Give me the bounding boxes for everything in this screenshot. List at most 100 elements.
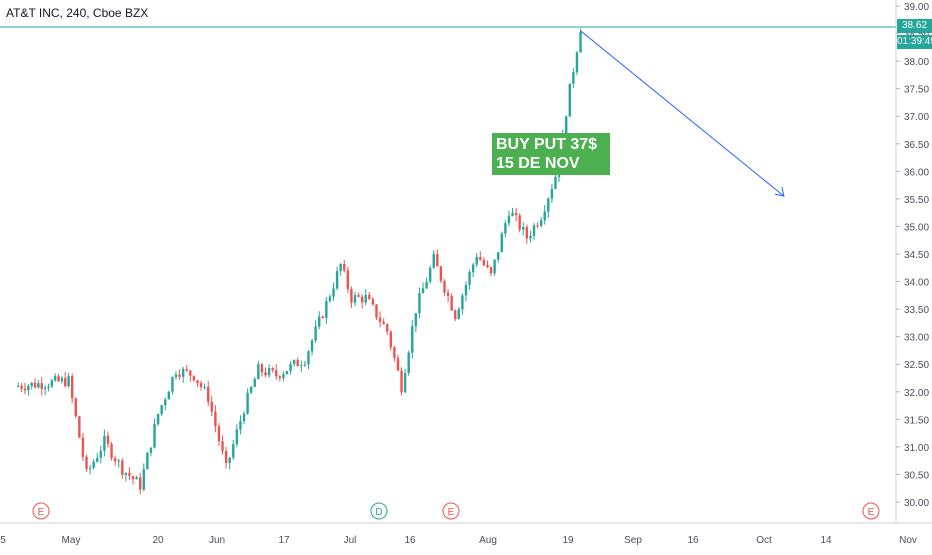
y-tick-label: 33.00: [904, 333, 929, 344]
candle-body: [164, 399, 167, 406]
candle-body: [210, 401, 213, 412]
candle-body: [124, 472, 128, 475]
candle-body: [497, 252, 500, 260]
trade-annotation[interactable]: BUY PUT 37$ 15 DE NOV: [492, 133, 610, 175]
y-tick-label: 34.50: [904, 250, 929, 261]
candle-body: [461, 295, 464, 310]
candle-body: [224, 451, 228, 463]
candle-body: [428, 267, 432, 282]
y-tick-label: 36.00: [904, 167, 929, 178]
y-tick-label: 33.50: [904, 305, 929, 316]
candle-body: [575, 52, 579, 73]
event-marker: [862, 502, 880, 520]
candle-body: [335, 271, 339, 289]
candle-body: [50, 380, 54, 387]
y-tick-label: 32.00: [904, 388, 929, 399]
y-tick-label: 32.50: [904, 360, 929, 371]
candle-body: [214, 411, 217, 427]
candle-body: [511, 212, 514, 216]
candle-body: [310, 340, 314, 352]
x-tick-label: 19: [562, 535, 574, 546]
trend-arrow-head: [774, 187, 785, 197]
candle-body: [74, 398, 77, 417]
candle-body: [353, 295, 357, 303]
candle-body: [196, 380, 199, 384]
candle-body: [160, 405, 163, 414]
candle-body: [425, 281, 428, 289]
candle-body: [328, 296, 332, 301]
candle-body: [393, 347, 396, 358]
candle-body: [221, 441, 224, 452]
candle-body: [532, 225, 536, 236]
candle-body: [292, 360, 296, 365]
y-tick-label: 38.00: [904, 57, 929, 68]
candle-body: [386, 324, 389, 332]
candle-body: [189, 370, 192, 376]
candle-body: [339, 263, 342, 272]
candle-body: [246, 392, 249, 414]
candle-body: [275, 370, 278, 377]
candle-body: [113, 458, 117, 462]
candle-body: [135, 477, 138, 480]
y-tick-label: 37.50: [904, 85, 929, 96]
x-tick-label: 16: [687, 535, 699, 546]
candle-body: [96, 457, 99, 462]
candle-body: [554, 176, 557, 189]
candle-body: [81, 437, 85, 457]
price-axis-bg: [896, 0, 932, 550]
candle-body: [482, 259, 486, 266]
candle-body: [514, 212, 518, 216]
y-tick-label: 31.50: [904, 415, 929, 426]
event-marker-label: E: [448, 507, 455, 518]
candle-body: [232, 444, 235, 458]
y-tick-label: 35.50: [904, 195, 929, 206]
candle-body: [185, 369, 188, 371]
candle-body: [289, 364, 292, 372]
y-tick-label: 35.00: [904, 222, 929, 233]
y-tick-label: 30.50: [904, 470, 929, 481]
candle-body: [142, 469, 145, 490]
candle-body: [228, 457, 231, 463]
candle-body: [543, 211, 546, 221]
candle-body: [40, 383, 43, 389]
candle-body: [479, 256, 482, 260]
candle-body: [525, 227, 529, 239]
candle-body: [446, 292, 450, 296]
event-marker: [442, 502, 460, 520]
candle-body: [242, 413, 246, 422]
annotation-line-1: BUY PUT 37$: [496, 136, 598, 153]
event-marker-label: E: [38, 507, 45, 518]
candle-body: [468, 272, 471, 285]
candle-body: [382, 321, 385, 325]
candle-body: [139, 477, 142, 490]
candle-body: [121, 460, 124, 475]
candle-body: [60, 378, 64, 382]
candle-body: [285, 371, 289, 375]
candle-body: [368, 295, 371, 300]
candle-body: [260, 364, 264, 373]
candle-body: [486, 265, 489, 268]
y-tick-label: 34.00: [904, 278, 929, 289]
symbol-title: AT&T INC, 240, Cboe BZX: [6, 6, 149, 20]
candle-body: [350, 289, 353, 303]
candle-body: [33, 382, 37, 388]
candle-body: [303, 364, 307, 366]
y-tick-label: 37.00: [904, 112, 929, 123]
candle-body: [64, 378, 67, 387]
candle-body: [489, 267, 493, 274]
candle-body: [504, 223, 507, 234]
candle-body: [547, 198, 550, 212]
candle-body: [296, 360, 299, 367]
candle-body: [30, 382, 33, 386]
candle-body: [346, 270, 350, 290]
candle-body: [421, 288, 425, 294]
candle-body: [500, 233, 503, 253]
candle-body: [131, 476, 135, 480]
candle-body: [17, 386, 20, 388]
candle-body: [321, 316, 324, 318]
y-tick-label: 36.50: [904, 140, 929, 151]
candle-body: [207, 386, 210, 402]
